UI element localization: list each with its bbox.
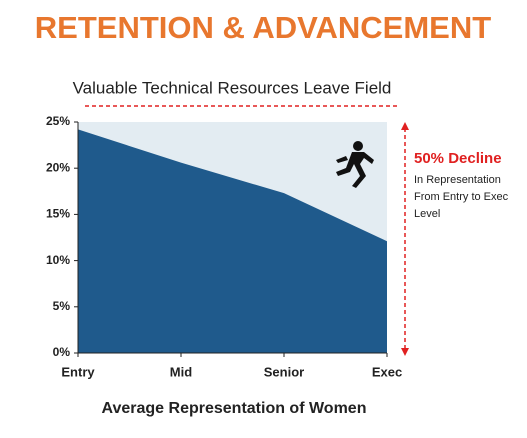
annotation-line: Level [414,208,440,220]
y-tick-label: 15% [46,207,70,221]
area [78,129,387,353]
arrow-head [401,348,409,356]
slide-title: RETENTION & ADVANCEMENT [35,10,491,45]
x-tick-label: Entry [61,364,95,379]
y-tick-label: 25% [46,114,70,128]
annotation-line: In Representation [414,174,501,186]
x-tick-label: Senior [264,364,304,379]
runner-icon [336,141,374,188]
y-tick-label: 0% [53,345,71,359]
x-tick-label: Mid [170,364,192,379]
plot: 0% 5% 10% 15% 20% 25% Entry Mid Senior Exec [46,114,402,379]
y-tick-label: 20% [46,160,70,174]
y-tick-label: 5% [53,299,71,313]
x-tick-label: Exec [372,364,402,379]
x-axis-title: Average Representation of Women [102,400,367,417]
annotation-title: 50% Decline [414,150,502,167]
annotation-line: From Entry to Exec [414,191,509,203]
y-tick-label: 10% [46,253,70,267]
chart-subtitle: Valuable Technical Resources Leave Field [73,78,392,97]
arrow-head [401,122,409,130]
